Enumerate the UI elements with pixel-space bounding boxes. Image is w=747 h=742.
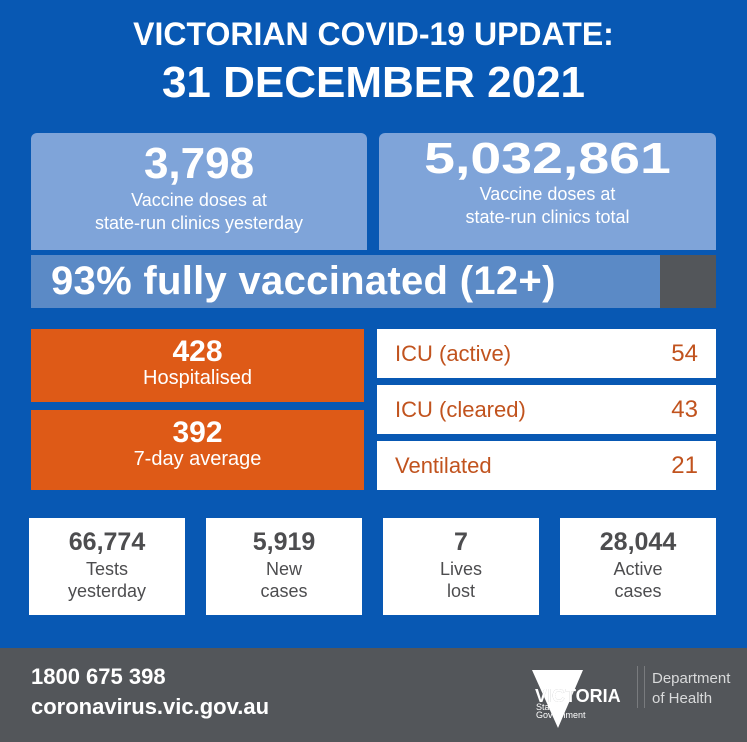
svg-text:Government: Government [536,710,586,720]
